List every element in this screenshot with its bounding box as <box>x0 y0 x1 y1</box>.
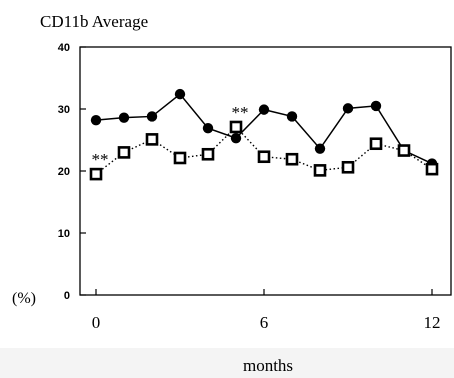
x-tick-label: 6 <box>260 313 269 332</box>
series-1-point <box>258 104 270 115</box>
series-2-point <box>285 152 299 166</box>
series-1-point <box>230 132 242 144</box>
lower-background-band <box>0 348 454 378</box>
series-1-point <box>342 103 354 114</box>
series-2-point <box>397 144 411 157</box>
series-2-point <box>117 146 131 159</box>
significance-annotation: ** <box>92 150 109 169</box>
series-2-point <box>369 137 383 151</box>
y-axis-ticks: 0 10 20 30 40 <box>58 42 86 302</box>
series-2-point <box>173 151 187 165</box>
y-axis-label: (%) <box>12 290 36 307</box>
series-1-point <box>286 111 298 122</box>
x-axis-ticks: 0 6 12 <box>92 289 441 332</box>
series-1-point <box>314 143 326 154</box>
series-2-point <box>201 147 215 161</box>
plot-frame <box>79 46 452 296</box>
significance-annotations: ** ** <box>92 103 249 169</box>
series-2-point <box>341 160 355 174</box>
series-1-point <box>118 112 130 123</box>
series-2-point <box>425 162 439 176</box>
series-2-point <box>89 167 103 181</box>
x-tick-label: 12 <box>424 313 441 332</box>
y-tick-label: 40 <box>58 42 70 54</box>
series-1-point <box>202 123 214 134</box>
significance-annotation: ** <box>232 103 249 122</box>
series-2-point <box>257 150 271 164</box>
series-2-point <box>145 133 159 146</box>
series-markers <box>89 88 439 181</box>
series-1-point <box>370 100 382 112</box>
x-tick-label: 0 <box>92 313 101 332</box>
series-2-point <box>313 164 327 177</box>
x-axis-label: months <box>243 356 293 375</box>
y-tick-label: 30 <box>58 104 70 116</box>
chart-title: CD11b Average <box>40 12 148 31</box>
y-tick-label: 0 <box>64 290 70 302</box>
series-1-point <box>90 114 102 126</box>
series-1-point <box>174 88 186 100</box>
y-tick-label: 10 <box>58 228 70 240</box>
series-2-point <box>229 120 243 134</box>
y-tick-label: 20 <box>58 166 70 178</box>
series-1-point <box>146 111 158 122</box>
